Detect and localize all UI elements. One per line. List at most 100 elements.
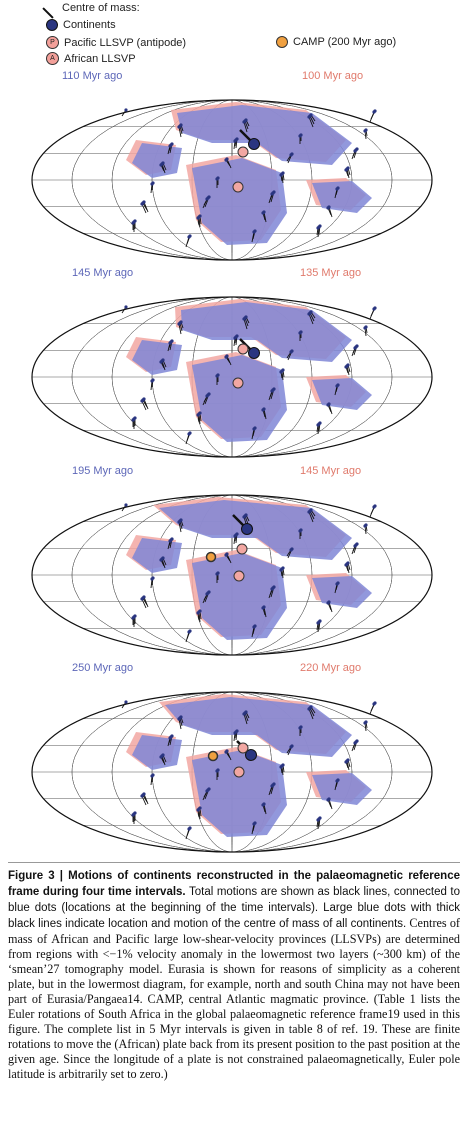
motion-dot [159, 163, 163, 167]
continent-shape-blue [312, 181, 372, 213]
motion-dot [316, 226, 320, 230]
motion-dot [233, 336, 237, 340]
motion-dot [224, 750, 228, 754]
motion-dot [196, 413, 200, 417]
motion-dot [270, 587, 274, 591]
motion-line [243, 121, 248, 133]
motion-dot [196, 808, 200, 812]
motion-dot [335, 187, 339, 191]
motion-dot [205, 789, 209, 793]
motion-dot [363, 721, 367, 725]
motion-line [369, 308, 375, 320]
motion-line [143, 201, 149, 213]
motion-line [308, 116, 314, 128]
legend-continents-label: Continents [63, 19, 116, 31]
motion-dot [187, 827, 191, 831]
motion-dot [233, 731, 237, 735]
map-panel-2: 145 Myr ago 135 Myr ago [6, 267, 458, 462]
motion-line [328, 403, 333, 415]
motion-line [178, 521, 182, 533]
african-llsvp-icon: A [46, 52, 59, 65]
motion-dot [242, 317, 246, 321]
motion-dot [140, 794, 144, 798]
map-outline [31, 494, 433, 656]
motion-line [369, 703, 375, 715]
motion-dot [215, 572, 219, 576]
motion-dot [140, 597, 144, 601]
panel-4-left-age: 250 Myr ago [72, 662, 134, 674]
motion-dot [177, 125, 181, 129]
motion-dot [205, 592, 209, 596]
motion-dot [289, 745, 293, 749]
motion-dot [215, 177, 219, 181]
motion-dot [124, 700, 128, 704]
legend-pacific-label: Pacific LLSVP (antipode) [64, 36, 187, 49]
motion-dot [298, 134, 302, 138]
motion-line [308, 511, 314, 523]
motion-dot [289, 548, 293, 552]
pacific-llsvp-marker [237, 146, 249, 158]
motion-dot [252, 822, 256, 826]
motion-dot [168, 539, 172, 543]
motion-dot [270, 192, 274, 196]
motion-dot [150, 577, 154, 581]
motion-line [308, 313, 314, 325]
motion-line [251, 823, 255, 835]
continent-shape-blue [132, 340, 182, 375]
motion-dot [344, 365, 348, 369]
motion-dot [177, 717, 181, 721]
centre-of-mass-dot [248, 138, 260, 150]
motion-dot [242, 712, 246, 716]
motion-line [251, 626, 255, 638]
continent-shape-blue [159, 500, 352, 560]
motion-line [178, 323, 182, 335]
african-llsvp-marker [232, 377, 244, 389]
figure-caption: Figure 3 | Motions of continents reconst… [8, 868, 460, 1082]
motion-dot [252, 625, 256, 629]
motion-line [226, 553, 232, 564]
motion-dot [326, 798, 330, 802]
motion-dot [140, 399, 144, 403]
motion-dot [279, 568, 283, 572]
legend-title-row: Centre of mass: [40, 2, 140, 14]
motion-dot [316, 621, 320, 625]
continent-shape-blue [132, 538, 182, 573]
motion-dot [159, 360, 163, 364]
motion-dot [205, 197, 209, 201]
motion-dot [215, 769, 219, 773]
motion-dot [363, 524, 367, 528]
legend-african-label: African LLSVP [64, 52, 136, 65]
motion-dot [233, 139, 237, 143]
legend: Centre of mass: Continents P Pacific LLS… [40, 0, 460, 70]
motion-dot [372, 702, 376, 706]
motion-dot [131, 813, 135, 817]
motion-dot [124, 503, 128, 507]
panel-3-left-age: 195 Myr ago [72, 465, 134, 477]
motion-line [141, 795, 147, 806]
motion-dot [131, 221, 135, 225]
map-outline [31, 691, 433, 853]
motion-dot [335, 384, 339, 388]
motion-dot [289, 153, 293, 157]
motion-line [185, 236, 190, 248]
motion-dot [335, 779, 339, 783]
motion-line [202, 593, 208, 604]
mollweide-map-3 [31, 494, 433, 656]
continent-shape-blue [312, 773, 372, 805]
motion-line [226, 158, 232, 169]
continent-shape-blue [312, 576, 372, 608]
pacific-llsvp-marker [237, 742, 249, 754]
motion-dot [353, 741, 357, 745]
motion-dot [187, 432, 191, 436]
motion-dot [344, 563, 348, 567]
motion-line [143, 398, 149, 410]
camp-marker [207, 750, 219, 762]
legend-african-row: A African LLSVP [46, 52, 136, 65]
motion-dot [335, 582, 339, 586]
motion-line [143, 596, 149, 608]
motion-line [251, 428, 255, 440]
motion-dot [344, 760, 348, 764]
motion-line [185, 828, 190, 840]
motion-dot [298, 726, 302, 730]
motion-dot [242, 120, 246, 124]
